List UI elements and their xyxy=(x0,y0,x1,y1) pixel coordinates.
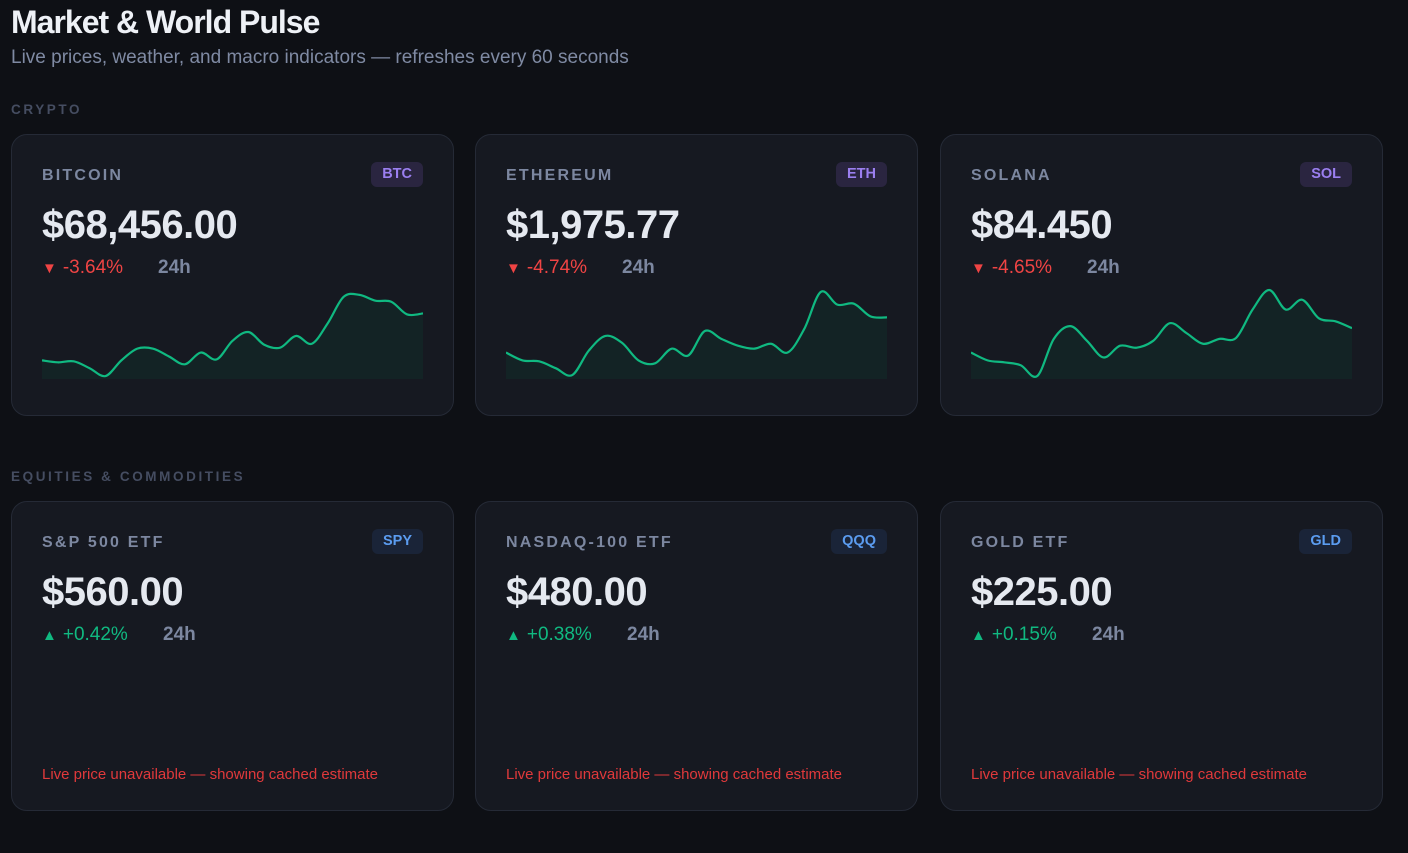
asset-name: S&P 500 ETF xyxy=(42,534,165,551)
sparkline-area xyxy=(971,289,1352,379)
change-percent: +0.15% xyxy=(991,624,1057,645)
sparkline-line xyxy=(971,288,1352,378)
price-change: ▼ -3.64% xyxy=(42,257,123,279)
sparkline-line xyxy=(42,292,423,378)
asset-name: SOLANA xyxy=(971,167,1052,184)
asset-card-eth[interactable]: ETHEREUM ETH $1,975.77 ▼ -4.74% 24h xyxy=(475,134,918,416)
asset-card-sol[interactable]: SOLANA SOL $84.450 ▼ -4.65% 24h xyxy=(940,134,1383,416)
sparkline-line xyxy=(506,290,887,377)
asset-name: NASDAQ-100 ETF xyxy=(506,534,673,551)
asset-name: GOLD ETF xyxy=(971,534,1070,551)
triangle-up-icon: ▲ xyxy=(971,626,986,644)
change-percent: +0.38% xyxy=(526,624,592,645)
ticker-badge: SOL xyxy=(1300,162,1352,187)
price-change: ▼ -4.74% xyxy=(506,257,587,279)
ticker-badge: BTC xyxy=(371,162,423,187)
sparkline-area xyxy=(42,293,423,379)
price-change: ▼ -4.65% xyxy=(971,257,1052,279)
sparkline-chart xyxy=(971,288,1352,379)
asset-card-qqq[interactable]: NASDAQ-100 ETF QQQ $480.00 ▲ +0.38% 24h Live p… xyxy=(475,501,918,811)
asset-name: ETHEREUM xyxy=(506,167,614,184)
change-period: 24h xyxy=(163,624,196,645)
asset-name: BITCOIN xyxy=(42,167,124,184)
section-label-crypto: CRYPTO xyxy=(11,102,83,117)
change-period: 24h xyxy=(1092,624,1125,645)
page-subtitle: Live prices, weather, and macro indicato… xyxy=(11,47,629,68)
change-period: 24h xyxy=(622,257,655,278)
asset-price: $1,975.77 xyxy=(506,203,680,247)
asset-price: $225.00 xyxy=(971,570,1113,614)
change-period: 24h xyxy=(1087,257,1120,278)
asset-card-gld[interactable]: GOLD ETF GLD $225.00 ▲ +0.15% 24h Live price u… xyxy=(940,501,1383,811)
triangle-up-icon: ▲ xyxy=(42,626,57,644)
asset-card-spy[interactable]: S&P 500 ETF SPY $560.00 ▲ +0.42% 24h Live pric… xyxy=(11,501,454,811)
change-percent: -4.65% xyxy=(991,257,1053,278)
triangle-down-icon: ▼ xyxy=(506,259,521,277)
asset-price: $84.450 xyxy=(971,203,1113,247)
price-change: ▲ +0.38% xyxy=(506,624,592,646)
ticker-badge: QQQ xyxy=(831,529,887,554)
price-change: ▲ +0.15% xyxy=(971,624,1057,646)
cached-price-warning: Live price unavailable — showing cached … xyxy=(42,766,379,783)
triangle-down-icon: ▼ xyxy=(42,259,57,277)
cached-price-warning: Live price unavailable — showing cached … xyxy=(506,766,843,783)
asset-price: $480.00 xyxy=(506,570,648,614)
price-change: ▲ +0.42% xyxy=(42,624,128,646)
asset-price: $68,456.00 xyxy=(42,203,238,247)
page-title: Market & World Pulse xyxy=(11,4,320,40)
change-percent: +0.42% xyxy=(62,624,128,645)
sparkline-chart xyxy=(506,290,887,379)
sparkline-chart xyxy=(42,292,423,379)
change-percent: -3.64% xyxy=(62,257,124,278)
triangle-up-icon: ▲ xyxy=(506,626,521,644)
ticker-badge: ETH xyxy=(836,162,887,187)
change-period: 24h xyxy=(158,257,191,278)
sparkline-area xyxy=(506,291,887,379)
asset-card-btc[interactable]: BITCOIN BTC $68,456.00 ▼ -3.64% 24h xyxy=(11,134,454,416)
ticker-badge: GLD xyxy=(1299,529,1352,554)
cached-price-warning: Live price unavailable — showing cached … xyxy=(971,766,1308,783)
section-label-equities: EQUITIES & COMMODITIES xyxy=(11,469,246,484)
change-period: 24h xyxy=(627,624,660,645)
triangle-down-icon: ▼ xyxy=(971,259,986,277)
change-percent: -4.74% xyxy=(526,257,588,278)
ticker-badge: SPY xyxy=(371,529,423,554)
asset-price: $560.00 xyxy=(42,570,184,614)
